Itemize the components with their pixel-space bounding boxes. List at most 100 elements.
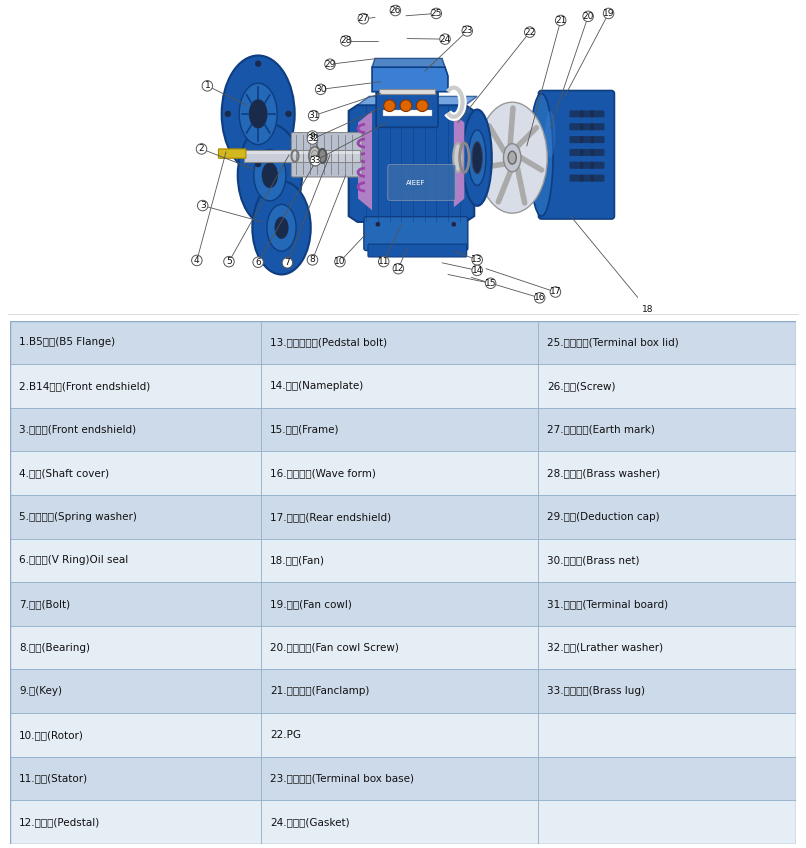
Circle shape	[307, 254, 318, 265]
Text: 31.接线板(Terminal board): 31.接线板(Terminal board)	[547, 599, 668, 609]
Circle shape	[400, 100, 412, 112]
FancyBboxPatch shape	[10, 364, 260, 408]
FancyBboxPatch shape	[591, 123, 604, 131]
Circle shape	[358, 14, 368, 24]
Ellipse shape	[311, 150, 318, 162]
FancyBboxPatch shape	[580, 162, 594, 169]
Ellipse shape	[249, 100, 267, 128]
Ellipse shape	[254, 149, 286, 201]
FancyBboxPatch shape	[570, 149, 584, 156]
Ellipse shape	[477, 103, 547, 213]
FancyBboxPatch shape	[376, 89, 438, 127]
Ellipse shape	[463, 109, 492, 206]
Text: 9: 9	[310, 131, 315, 141]
Circle shape	[550, 287, 561, 298]
Circle shape	[197, 200, 208, 211]
Circle shape	[431, 8, 442, 19]
Ellipse shape	[530, 93, 553, 216]
Text: 1.B5法兰(B5 Flange): 1.B5法兰(B5 Flange)	[19, 338, 115, 348]
FancyBboxPatch shape	[388, 165, 455, 200]
FancyBboxPatch shape	[591, 149, 604, 156]
Text: 10: 10	[334, 257, 346, 266]
FancyBboxPatch shape	[591, 162, 604, 169]
Ellipse shape	[275, 217, 288, 238]
FancyBboxPatch shape	[260, 538, 538, 582]
FancyBboxPatch shape	[538, 756, 796, 801]
FancyBboxPatch shape	[10, 713, 260, 756]
Text: 10.转子(Rotor): 10.转子(Rotor)	[19, 730, 84, 739]
Circle shape	[525, 27, 535, 37]
Text: 2.B14法兰(Front endshield): 2.B14法兰(Front endshield)	[19, 381, 151, 391]
Circle shape	[315, 84, 326, 95]
FancyBboxPatch shape	[580, 110, 594, 117]
Text: 25.接线盒盖(Terminal box lid): 25.接线盒盖(Terminal box lid)	[547, 338, 679, 348]
Polygon shape	[372, 67, 448, 92]
Circle shape	[282, 258, 293, 268]
Text: 32: 32	[307, 135, 318, 143]
FancyBboxPatch shape	[10, 801, 260, 844]
FancyBboxPatch shape	[538, 713, 796, 756]
FancyBboxPatch shape	[591, 175, 604, 181]
FancyBboxPatch shape	[10, 756, 260, 801]
Ellipse shape	[504, 143, 521, 171]
Text: 26.螺丝(Screw): 26.螺丝(Screw)	[547, 381, 616, 391]
Text: 9.键(Key): 9.键(Key)	[19, 686, 62, 696]
Circle shape	[534, 293, 545, 303]
FancyBboxPatch shape	[260, 801, 538, 844]
Text: 4.轴套(Shaft cover): 4.轴套(Shaft cover)	[19, 468, 110, 478]
FancyBboxPatch shape	[260, 451, 538, 495]
Text: 11: 11	[378, 257, 389, 266]
FancyBboxPatch shape	[10, 626, 260, 669]
Circle shape	[334, 256, 345, 267]
Circle shape	[485, 278, 496, 288]
Text: 15: 15	[485, 279, 496, 287]
Text: 15.机坐(Frame): 15.机坐(Frame)	[270, 425, 339, 434]
Circle shape	[440, 34, 451, 44]
Text: 18.风叶(Fan): 18.风叶(Fan)	[270, 555, 325, 566]
Text: 27: 27	[358, 14, 369, 23]
Text: 26: 26	[390, 6, 401, 15]
Text: 24: 24	[439, 35, 451, 43]
Polygon shape	[349, 105, 474, 222]
Circle shape	[472, 265, 483, 276]
FancyBboxPatch shape	[260, 364, 538, 408]
FancyBboxPatch shape	[580, 149, 594, 156]
Circle shape	[256, 161, 261, 167]
Ellipse shape	[545, 111, 555, 158]
Ellipse shape	[267, 204, 296, 251]
Text: 5.弹簧垄圈(Spring washer): 5.弹簧垄圈(Spring washer)	[19, 511, 137, 522]
Text: 2: 2	[199, 144, 205, 153]
Text: 32.皮垄(Lrather washer): 32.皮垄(Lrather washer)	[547, 643, 663, 653]
FancyBboxPatch shape	[538, 91, 614, 219]
Text: 13: 13	[472, 255, 483, 265]
Text: 27.接地标志(Earth mark): 27.接地标志(Earth mark)	[547, 425, 654, 434]
Polygon shape	[357, 97, 477, 105]
FancyBboxPatch shape	[591, 110, 604, 117]
Circle shape	[192, 255, 202, 265]
Circle shape	[224, 256, 235, 267]
FancyBboxPatch shape	[580, 123, 594, 131]
Circle shape	[555, 15, 566, 25]
FancyBboxPatch shape	[538, 495, 796, 538]
FancyBboxPatch shape	[538, 408, 796, 451]
FancyBboxPatch shape	[260, 626, 538, 669]
Circle shape	[417, 100, 428, 112]
FancyBboxPatch shape	[538, 538, 796, 582]
Text: 16: 16	[534, 293, 546, 303]
Text: 20: 20	[583, 12, 594, 21]
FancyBboxPatch shape	[570, 136, 584, 143]
FancyBboxPatch shape	[570, 123, 584, 131]
Text: 28.铜螺帽(Brass washer): 28.铜螺帽(Brass washer)	[547, 468, 660, 478]
Circle shape	[202, 81, 213, 91]
Text: 17.后端盖(Rear endshield): 17.后端盖(Rear endshield)	[270, 511, 391, 522]
Ellipse shape	[468, 130, 486, 186]
FancyBboxPatch shape	[580, 136, 594, 143]
FancyBboxPatch shape	[10, 321, 260, 364]
Text: 8.轴承(Bearing): 8.轴承(Bearing)	[19, 643, 90, 653]
Ellipse shape	[472, 142, 483, 174]
Circle shape	[325, 59, 335, 70]
Ellipse shape	[262, 163, 277, 187]
Text: 30: 30	[315, 85, 326, 94]
Text: 14.铭牌(Nameplate): 14.铭牌(Nameplate)	[270, 381, 364, 391]
Text: 31: 31	[308, 111, 319, 120]
